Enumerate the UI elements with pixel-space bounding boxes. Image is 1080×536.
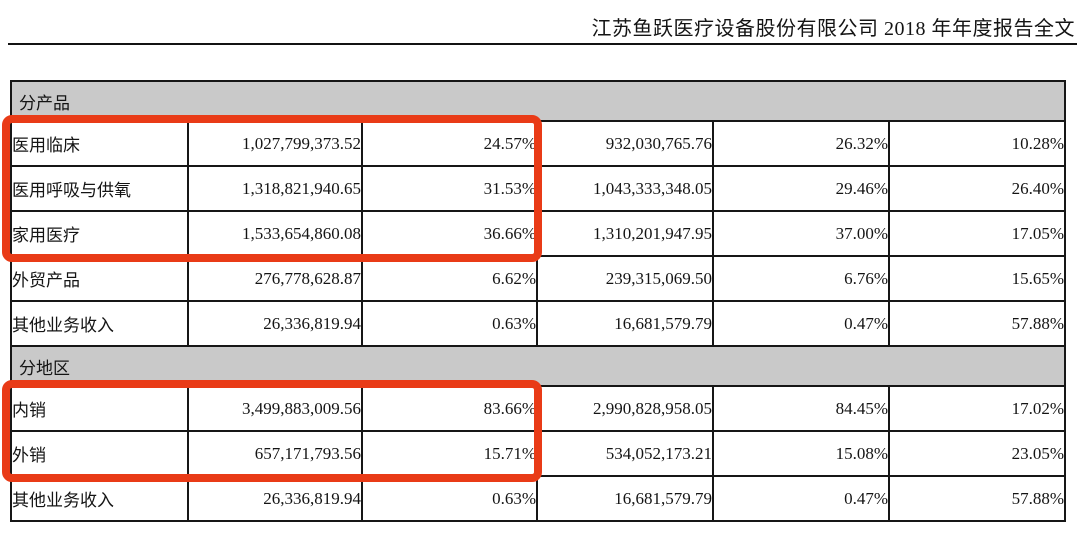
value-cell: 0.63% [361, 300, 538, 347]
row-label-cell: 外销 [10, 430, 189, 477]
value-cell: 15.08% [712, 430, 890, 477]
value-cell: 15.65% [888, 255, 1066, 302]
value-cell: 26.40% [888, 165, 1066, 212]
value-cell: 276,778,628.87 [187, 255, 363, 302]
value-cell: 17.02% [888, 385, 1066, 432]
value-cell: 10.28% [888, 120, 1066, 167]
value-cell: 31.53% [361, 165, 538, 212]
value-cell: 534,052,173.21 [536, 430, 714, 477]
table-row: 内销 3,499,883,009.56 83.66% 2,990,828,958.05… [10, 385, 1066, 432]
value-cell: 36.66% [361, 210, 538, 257]
value-cell: 84.45% [712, 385, 890, 432]
value-cell: 1,318,821,940.65 [187, 165, 363, 212]
value-cell: 657,171,793.56 [187, 430, 363, 477]
value-cell: 3,499,883,009.56 [187, 385, 363, 432]
value-cell: 1,043,333,348.05 [536, 165, 714, 212]
revenue-breakdown-table: 分产品 医用临床 1,027,799,373.52 24.57% 932,030,765… [10, 80, 1066, 522]
revenue-table: 分产品 医用临床 1,027,799,373.52 24.57% 932,030,765… [10, 80, 1066, 522]
value-cell: 0.47% [712, 300, 890, 347]
value-cell: 0.63% [361, 475, 538, 522]
value-cell: 57.88% [888, 300, 1066, 347]
value-cell: 1,027,799,373.52 [187, 120, 363, 167]
value-cell: 15.71% [361, 430, 538, 477]
revenue-table-body: 分产品 医用临床 1,027,799,373.52 24.57% 932,030,765… [10, 80, 1066, 522]
header-rule [8, 43, 1077, 45]
section-label: 分产品 [10, 80, 1066, 122]
value-cell: 26,336,819.94 [187, 300, 363, 347]
section-label: 分地区 [10, 345, 1066, 387]
table-row: 家用医疗 1,533,654,860.08 36.66% 1,310,201,947.… [10, 210, 1066, 257]
value-cell: 83.66% [361, 385, 538, 432]
value-cell: 6.62% [361, 255, 538, 302]
value-cell: 239,315,069.50 [536, 255, 714, 302]
table-row: 医用呼吸与供氧 1,318,821,940.65 31.53% 1,043,333,3… [10, 165, 1066, 212]
row-label-cell: 家用医疗 [10, 210, 189, 257]
value-cell: 2,990,828,958.05 [536, 385, 714, 432]
value-cell: 1,533,654,860.08 [187, 210, 363, 257]
value-cell: 24.57% [361, 120, 538, 167]
value-cell: 23.05% [888, 430, 1066, 477]
value-cell: 37.00% [712, 210, 890, 257]
section-header-row: 分产品 [10, 80, 1066, 122]
table-row: 外贸产品 276,778,628.87 6.62% 239,315,069.50 6.7… [10, 255, 1066, 302]
row-label-cell: 医用临床 [10, 120, 189, 167]
table-row: 其他业务收入 26,336,819.94 0.63% 16,681,579.79 0.4… [10, 475, 1066, 522]
value-cell: 6.76% [712, 255, 890, 302]
value-cell: 16,681,579.79 [536, 300, 714, 347]
value-cell: 0.47% [712, 475, 890, 522]
row-label-cell: 其他业务收入 [10, 300, 189, 347]
report-title: 江苏鱼跃医疗设备股份有限公司 2018 年年度报告全文 [591, 18, 1075, 40]
value-cell: 26,336,819.94 [187, 475, 363, 522]
value-cell: 29.46% [712, 165, 890, 212]
section-header-row: 分地区 [10, 345, 1066, 387]
row-label-cell: 内销 [10, 385, 189, 432]
row-label-cell: 外贸产品 [10, 255, 189, 302]
value-cell: 16,681,579.79 [536, 475, 714, 522]
table-row: 医用临床 1,027,799,373.52 24.57% 932,030,765.76… [10, 120, 1066, 167]
value-cell: 57.88% [888, 475, 1066, 522]
value-cell: 932,030,765.76 [536, 120, 714, 167]
value-cell: 17.05% [888, 210, 1066, 257]
row-label-cell: 医用呼吸与供氧 [10, 165, 189, 212]
row-label-cell: 其他业务收入 [10, 475, 189, 522]
table-row: 其他业务收入 26,336,819.94 0.63% 16,681,579.79 0.4… [10, 300, 1066, 347]
value-cell: 1,310,201,947.95 [536, 210, 714, 257]
value-cell: 26.32% [712, 120, 890, 167]
table-row: 外销 657,171,793.56 15.71% 534,052,173.21 15.0… [10, 430, 1066, 477]
